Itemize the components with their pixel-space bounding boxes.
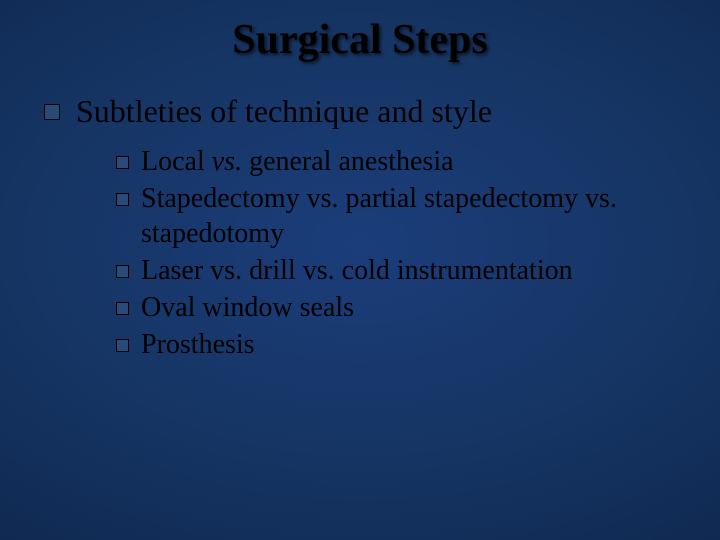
text-prefix: Stapedectomy vs. partial stapedectomy vs…: [141, 183, 617, 249]
slide: Surgical Steps Subtleties of technique a…: [0, 0, 720, 540]
text-italic: vs.: [212, 146, 242, 177]
bullet-level2: Local vs. general anesthesia: [116, 144, 680, 179]
bullet-level2: Laser vs. drill vs. cold instrumentation: [116, 253, 680, 288]
subitems-container: Local vs. general anesthesia Stapedectom…: [44, 144, 680, 362]
bullet-level2: Oval window seals: [116, 290, 680, 325]
square-bullet-icon: [116, 265, 129, 278]
bullet-level1: Subtleties of technique and style: [44, 92, 680, 130]
level1-text: Subtleties of technique and style: [76, 92, 492, 130]
level2-text: Laser vs. drill vs. cold instrumentation: [141, 253, 573, 288]
square-bullet-icon: [116, 339, 129, 352]
slide-body: Subtleties of technique and style Local …: [0, 64, 720, 362]
text-prefix: Local: [141, 146, 212, 177]
text-prefix: Prosthesis: [141, 329, 255, 360]
square-bullet-icon: [116, 193, 129, 206]
text-suffix: general anesthesia: [242, 146, 453, 177]
bullet-level2: Stapedectomy vs. partial stapedectomy vs…: [116, 181, 680, 251]
level2-text: Prosthesis: [141, 327, 255, 362]
text-prefix: Oval window seals: [141, 292, 354, 323]
level2-text: Oval window seals: [141, 290, 354, 325]
bullet-level2: Prosthesis: [116, 327, 680, 362]
square-bullet-icon: [44, 104, 60, 120]
square-bullet-icon: [116, 302, 129, 315]
level2-text: Local vs. general anesthesia: [141, 144, 454, 179]
text-prefix: Laser vs. drill vs. cold instrumentation: [141, 255, 573, 286]
slide-title: Surgical Steps: [0, 0, 720, 64]
level2-text: Stapedectomy vs. partial stapedectomy vs…: [141, 181, 680, 251]
square-bullet-icon: [116, 156, 129, 169]
